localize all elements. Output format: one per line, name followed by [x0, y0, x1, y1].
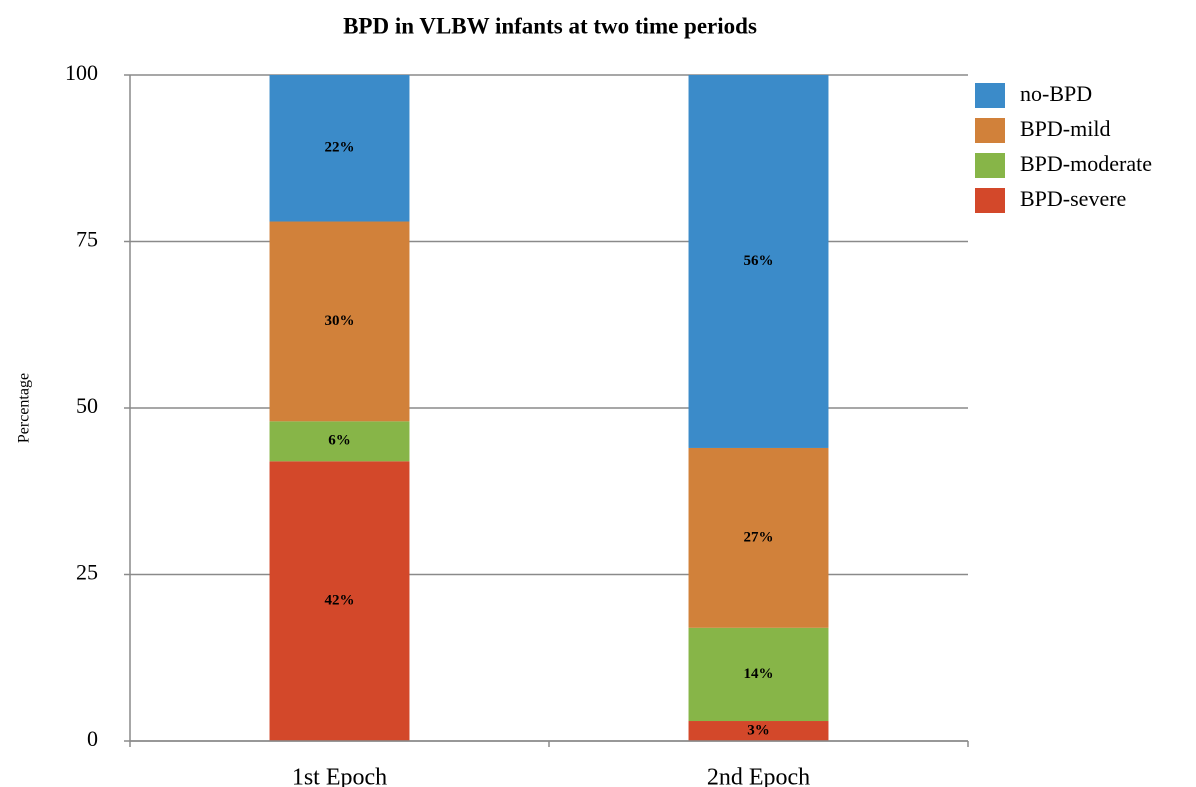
legend-label: BPD-mild — [1020, 116, 1110, 141]
y-tick-label: 75 — [76, 227, 98, 252]
bar-segment — [269, 421, 410, 462]
x-tick-label: 1st Epoch — [292, 765, 387, 787]
y-tick-label: 0 — [87, 726, 98, 751]
legend-swatch — [975, 118, 1005, 143]
legend-swatch — [975, 188, 1005, 213]
legend-label: BPD-severe — [1020, 186, 1126, 211]
bar-segment — [688, 447, 829, 628]
legend-label: no-BPD — [1020, 81, 1092, 106]
bar-segment — [269, 461, 410, 741]
data-label: 27% — [744, 529, 774, 545]
x-tick-label: 2nd Epoch — [707, 765, 810, 787]
y-tick-label: 100 — [65, 60, 98, 85]
data-label: 30% — [325, 313, 355, 329]
legend-swatch — [975, 153, 1005, 178]
bar-segment — [688, 75, 829, 448]
bar-segment — [269, 75, 410, 222]
legend-label: BPD-moderate — [1020, 151, 1152, 176]
y-axis-label: Percentage — [16, 373, 33, 443]
data-label: 3% — [747, 722, 770, 738]
legend-swatch — [975, 83, 1005, 108]
bar-segment — [269, 221, 410, 422]
data-label: 56% — [744, 253, 774, 269]
bar-segment — [688, 627, 829, 722]
data-label: 6% — [328, 433, 351, 449]
chart-title: BPD in VLBW infants at two time periods — [343, 13, 757, 38]
data-label: 42% — [325, 593, 355, 609]
y-tick-label: 50 — [76, 393, 98, 418]
data-label: 22% — [325, 140, 355, 156]
data-label: 14% — [744, 666, 774, 682]
y-tick-label: 25 — [76, 560, 98, 585]
bar-segment — [688, 721, 829, 741]
